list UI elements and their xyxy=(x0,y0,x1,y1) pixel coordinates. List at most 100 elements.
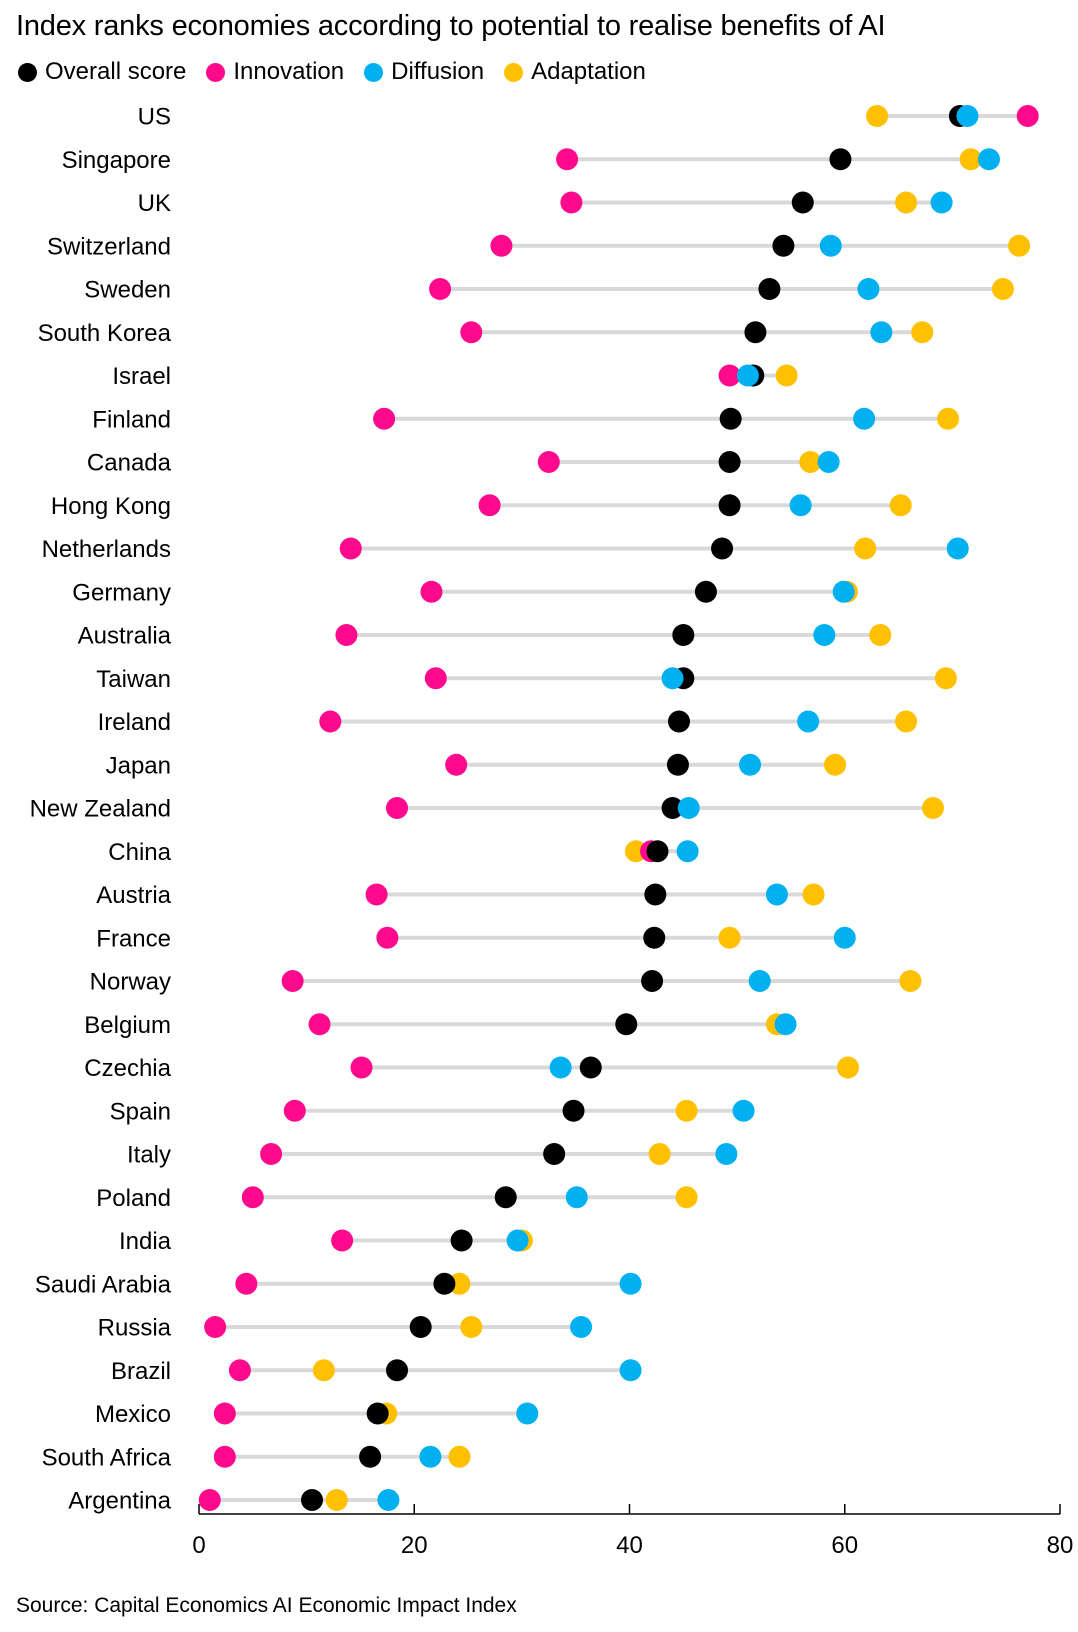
dot-switzerland-overall-score xyxy=(772,234,795,257)
dot-finland-innovation xyxy=(373,407,396,430)
dot-netherlands-adaptation xyxy=(854,537,877,560)
row-label-new-zealand: New Zealand xyxy=(30,796,171,823)
dot-south-korea-adaptation xyxy=(911,321,934,344)
dot-japan-adaptation xyxy=(824,753,847,776)
dot-israel-diffusion xyxy=(736,364,759,387)
dot-germany-overall-score xyxy=(694,580,717,603)
dot-saudi-arabia-adaptation xyxy=(448,1272,471,1295)
legend: Overall score Innovation Diffusion Adapt… xyxy=(18,58,666,86)
row-label-czechia: Czechia xyxy=(84,1055,171,1082)
row-label-taiwan: Taiwan xyxy=(96,666,171,693)
row-label-south-korea: South Korea xyxy=(38,320,172,347)
dot-ireland-innovation xyxy=(319,710,342,733)
dot-israel-innovation xyxy=(718,364,741,387)
dot-uk-adaptation xyxy=(895,191,918,214)
legend-marker-overall xyxy=(18,62,37,82)
dot-south-africa-overall-score xyxy=(359,1445,382,1468)
dot-argentina-diffusion xyxy=(377,1489,400,1511)
chart-title: Index ranks economies according to poten… xyxy=(16,10,886,42)
dot-singapore-innovation xyxy=(556,148,579,171)
row-label-us: US xyxy=(138,104,171,131)
dot-us-diffusion xyxy=(956,105,979,127)
dot-south-africa-diffusion xyxy=(419,1445,442,1468)
dot-new-zealand-diffusion xyxy=(677,797,700,819)
dot-norway-adaptation xyxy=(899,970,922,992)
dot-norway-overall-score xyxy=(641,970,664,992)
row-label-brazil: Brazil xyxy=(111,1358,171,1385)
dot-singapore-diffusion xyxy=(977,148,1000,171)
dot-austria-overall-score xyxy=(644,883,667,906)
row-label-russia: Russia xyxy=(98,1315,172,1342)
dot-norway-innovation xyxy=(281,970,304,992)
dot-ireland-overall-score xyxy=(668,710,691,733)
legend-item-overall: Overall score xyxy=(18,58,186,86)
dot-poland-diffusion xyxy=(565,1186,588,1209)
dot-czechia-overall-score xyxy=(579,1056,602,1079)
dot-spain-diffusion xyxy=(732,1099,755,1122)
dot-spain-adaptation xyxy=(675,1099,698,1122)
row-label-israel: Israel xyxy=(112,363,171,390)
dot-new-zealand-adaptation xyxy=(922,797,945,819)
dot-south-korea-innovation xyxy=(460,321,483,344)
dot-south-africa-innovation xyxy=(213,1445,236,1468)
dot-finland-diffusion xyxy=(853,407,876,430)
legend-marker-diffusion xyxy=(364,62,384,82)
dot-china-diffusion xyxy=(676,840,699,863)
x-tick-label-20: 20 xyxy=(401,1532,428,1559)
dot-italy-overall-score xyxy=(543,1143,566,1165)
dot-italy-adaptation xyxy=(648,1143,671,1165)
dot-argentina-adaptation xyxy=(325,1489,348,1511)
legend-label-overall: Overall score xyxy=(45,58,187,85)
row-label-south-africa: South Africa xyxy=(42,1444,172,1471)
row-label-hong-kong: Hong Kong xyxy=(51,493,171,520)
dot-india-overall-score xyxy=(450,1229,473,1252)
dot-argentina-innovation xyxy=(198,1489,221,1511)
dot-taiwan-diffusion xyxy=(661,667,684,690)
legend-marker-adaptation xyxy=(504,62,524,82)
dot-saudi-arabia-overall-score xyxy=(433,1272,456,1295)
dot-australia-diffusion xyxy=(813,624,836,646)
dot-germany-innovation xyxy=(420,580,443,603)
dot-switzerland-adaptation xyxy=(1008,234,1031,257)
dot-mexico-overall-score xyxy=(366,1402,389,1425)
dot-russia-diffusion xyxy=(570,1316,593,1338)
row-label-sweden: Sweden xyxy=(84,277,171,304)
legend-marker-innovation xyxy=(206,62,226,82)
row-label-mexico: Mexico xyxy=(95,1401,171,1428)
row-label-finland: Finland xyxy=(92,406,171,433)
row-label-switzerland: Switzerland xyxy=(47,233,171,260)
row-label-norway: Norway xyxy=(90,969,171,996)
dot-india-diffusion xyxy=(506,1229,529,1252)
dot-ireland-diffusion xyxy=(797,710,820,733)
x-tick-label-80: 80 xyxy=(1047,1532,1074,1559)
dot-saudi-arabia-diffusion xyxy=(619,1272,642,1295)
dot-spain-innovation xyxy=(283,1099,306,1122)
dot-mexico-innovation xyxy=(213,1402,236,1425)
legend-label-adaptation: Adaptation xyxy=(531,58,646,85)
dot-france-innovation xyxy=(376,926,399,949)
dot-russia-adaptation xyxy=(460,1316,483,1338)
dot-israel-adaptation xyxy=(775,364,798,387)
row-label-poland: Poland xyxy=(96,1185,171,1212)
dot-australia-innovation xyxy=(335,624,358,646)
dot-uk-diffusion xyxy=(930,191,953,214)
dot-hong-kong-innovation xyxy=(478,494,501,517)
row-label-india: India xyxy=(119,1228,172,1255)
dot-south-africa-adaptation xyxy=(448,1445,471,1468)
dot-france-adaptation xyxy=(718,926,741,949)
dot-czechia-diffusion xyxy=(549,1056,572,1079)
x-tick-label-40: 40 xyxy=(616,1532,643,1559)
dot-argentina-overall-score xyxy=(301,1489,324,1511)
legend-label-innovation: Innovation xyxy=(233,58,345,85)
dot-taiwan-adaptation xyxy=(934,667,957,690)
legend-item-adaptation: Adaptation xyxy=(504,58,646,86)
dot-brazil-diffusion xyxy=(619,1359,642,1382)
dot-uk-overall-score xyxy=(791,191,814,214)
row-label-uk: UK xyxy=(138,190,171,217)
dot-russia-innovation xyxy=(204,1316,227,1338)
source-note: Source: Capital Economics AI Economic Im… xyxy=(16,1594,517,1617)
dot-poland-adaptation xyxy=(675,1186,698,1209)
dot-spain-overall-score xyxy=(562,1099,585,1122)
dot-japan-overall-score xyxy=(666,753,689,776)
dot-czechia-innovation xyxy=(350,1056,373,1079)
